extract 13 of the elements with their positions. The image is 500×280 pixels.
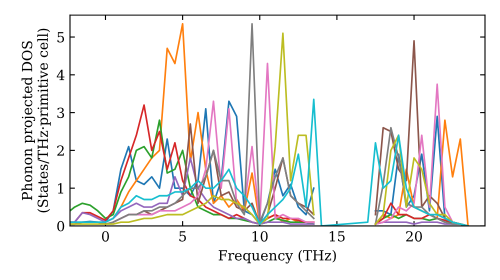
x-axis-title: Frequency (THz) (218, 250, 336, 264)
y-tick-label: 5 (57, 32, 64, 43)
y-tick-label: 2 (57, 145, 64, 156)
x-tick-label: 20 (406, 231, 422, 242)
y-tick-label: 0 (57, 220, 64, 232)
y-axis-title: Phonon projected DOS (States/THz·primitive cell) (22, 28, 51, 212)
x-tick-label: 15 (330, 231, 345, 242)
x-tick-label: 10 (252, 231, 268, 242)
y-tick-label: 4 (56, 70, 64, 80)
x-tick-label: 0 (102, 231, 109, 242)
y-tick-label: 3 (57, 108, 64, 118)
y-tick-label: 1 (58, 183, 64, 194)
x-tick-label: 5 (179, 231, 186, 242)
